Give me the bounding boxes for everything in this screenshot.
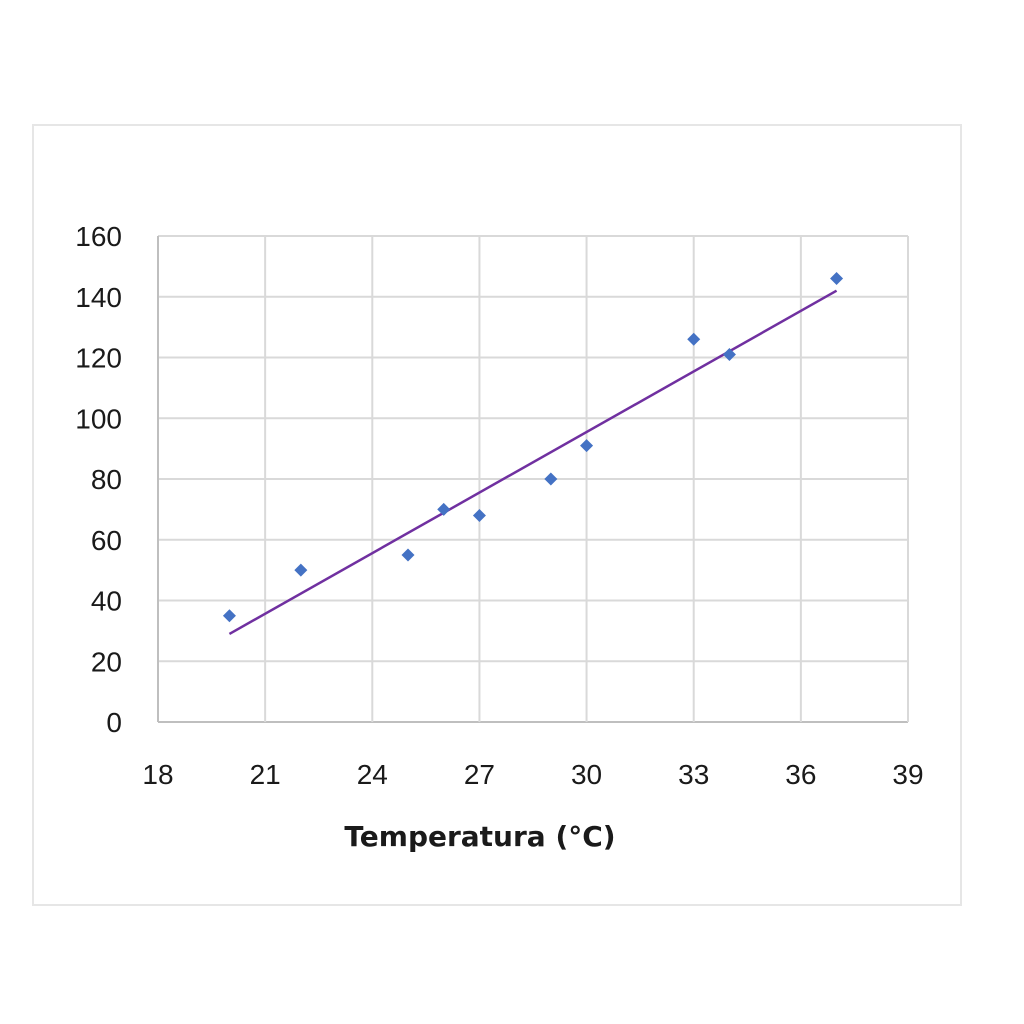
x-axis-title: Temperatura (°C) <box>344 820 615 853</box>
x-tick-label: 27 <box>464 759 495 790</box>
grid-lines <box>157 235 909 723</box>
y-tick-label: 40 <box>91 586 122 617</box>
data-point <box>294 563 308 577</box>
x-tick-label: 24 <box>357 759 388 790</box>
data-point <box>580 439 594 453</box>
y-tick-label: 0 <box>106 707 122 738</box>
y-tick-label: 160 <box>75 221 122 252</box>
y-tick-label: 20 <box>91 646 122 677</box>
x-tick-label: 33 <box>678 759 709 790</box>
data-point <box>472 508 486 522</box>
y-tick-label: 120 <box>75 343 122 374</box>
data-points <box>222 272 844 623</box>
y-tick-label: 80 <box>91 464 122 495</box>
x-tick-label: 30 <box>571 759 602 790</box>
x-tick-label: 39 <box>892 759 923 790</box>
data-point <box>544 472 558 486</box>
y-tick-label: 140 <box>75 282 122 313</box>
data-point <box>830 272 844 286</box>
y-tick-label: 100 <box>75 403 122 434</box>
data-point <box>401 548 415 562</box>
x-axis-tick-labels: 18 21 24 27 30 33 36 39 <box>142 759 923 790</box>
data-point <box>722 347 736 361</box>
x-tick-label: 18 <box>142 759 173 790</box>
y-axis-tick-labels: 0 20 40 60 80 100 120 140 160 <box>75 221 122 738</box>
trendline-group <box>228 289 838 636</box>
data-point <box>222 609 236 623</box>
data-point <box>687 332 701 346</box>
data-point <box>437 502 451 516</box>
chart-frame <box>32 124 962 906</box>
trendline <box>228 289 838 636</box>
y-tick-label: 60 <box>91 525 122 556</box>
x-tick-label: 21 <box>250 759 281 790</box>
x-tick-label: 36 <box>785 759 816 790</box>
